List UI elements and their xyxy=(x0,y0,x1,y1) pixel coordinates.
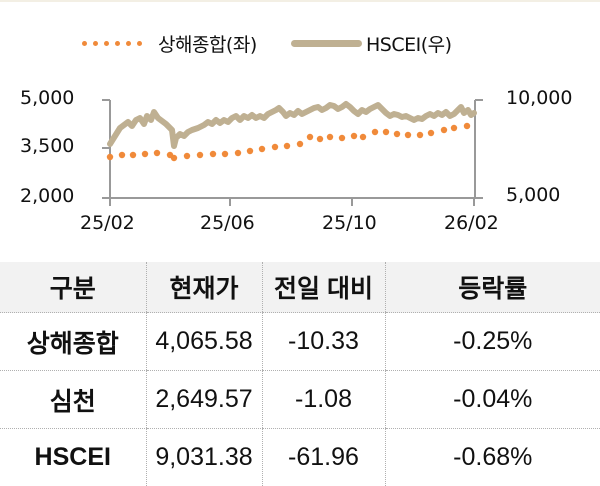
row-pct: -0.68% xyxy=(385,429,600,486)
right-tick-10000: 10,000 xyxy=(506,87,572,109)
table-row: 심천 2,649.57 -1.08 -0.04% xyxy=(0,371,600,429)
row-name: HSCEI xyxy=(0,429,146,486)
header-price: 현재가 xyxy=(146,262,262,313)
x-tick-2506: 25/06 xyxy=(200,212,255,234)
row-price: 4,065.58 xyxy=(146,313,262,371)
row-name: 심천 xyxy=(0,371,146,429)
shanghai-dotted-marker-icon xyxy=(82,41,148,60)
table-row: 상해종합 4,065.58 -10.33 -0.25% xyxy=(0,313,600,371)
left-tick-3500: 3,500 xyxy=(20,135,74,157)
row-pct: -0.04% xyxy=(385,371,600,429)
legend-label-hscei: HSCEI(우) xyxy=(366,30,452,57)
row-price: 9,031.38 xyxy=(146,429,262,486)
hscei-series-line xyxy=(110,104,474,146)
table-row: HSCEI 9,031.38 -61.96 -0.68% xyxy=(0,429,600,486)
row-change: -1.08 xyxy=(262,371,385,429)
header-category: 구분 xyxy=(0,262,146,313)
row-change: -61.96 xyxy=(262,429,385,486)
index-table: 구분 현재가 전일 대비 등락률 상해종합 4,065.58 -10.33 -0… xyxy=(0,262,600,486)
shanghai-series-dots xyxy=(107,123,470,161)
index-chart: 5,000 3,500 2,000 10,000 5,000 25/02 25/… xyxy=(0,80,600,250)
table-header-row: 구분 현재가 전일 대비 등락률 xyxy=(0,262,600,313)
right-tick-5000: 5,000 xyxy=(506,184,560,206)
row-change: -10.33 xyxy=(262,313,385,371)
top-border xyxy=(0,0,600,2)
hscei-line-marker-icon xyxy=(291,40,362,47)
left-tick-5000: 5,000 xyxy=(20,87,74,109)
x-tick-2602: 26/02 xyxy=(444,212,499,234)
legend-label-shanghai: 상해종합(좌) xyxy=(158,30,257,57)
header-change: 전일 대비 xyxy=(262,262,385,313)
row-pct: -0.25% xyxy=(385,313,600,371)
row-price: 2,649.57 xyxy=(146,371,262,429)
header-pct: 등락률 xyxy=(385,262,600,313)
row-name: 상해종합 xyxy=(0,313,146,371)
left-tick-2000: 2,000 xyxy=(20,185,74,207)
x-tick-2502: 25/02 xyxy=(80,212,135,234)
chart-legend: 상해종합(좌) HSCEI(우) xyxy=(0,28,600,58)
x-tick-2510: 25/10 xyxy=(322,212,377,234)
